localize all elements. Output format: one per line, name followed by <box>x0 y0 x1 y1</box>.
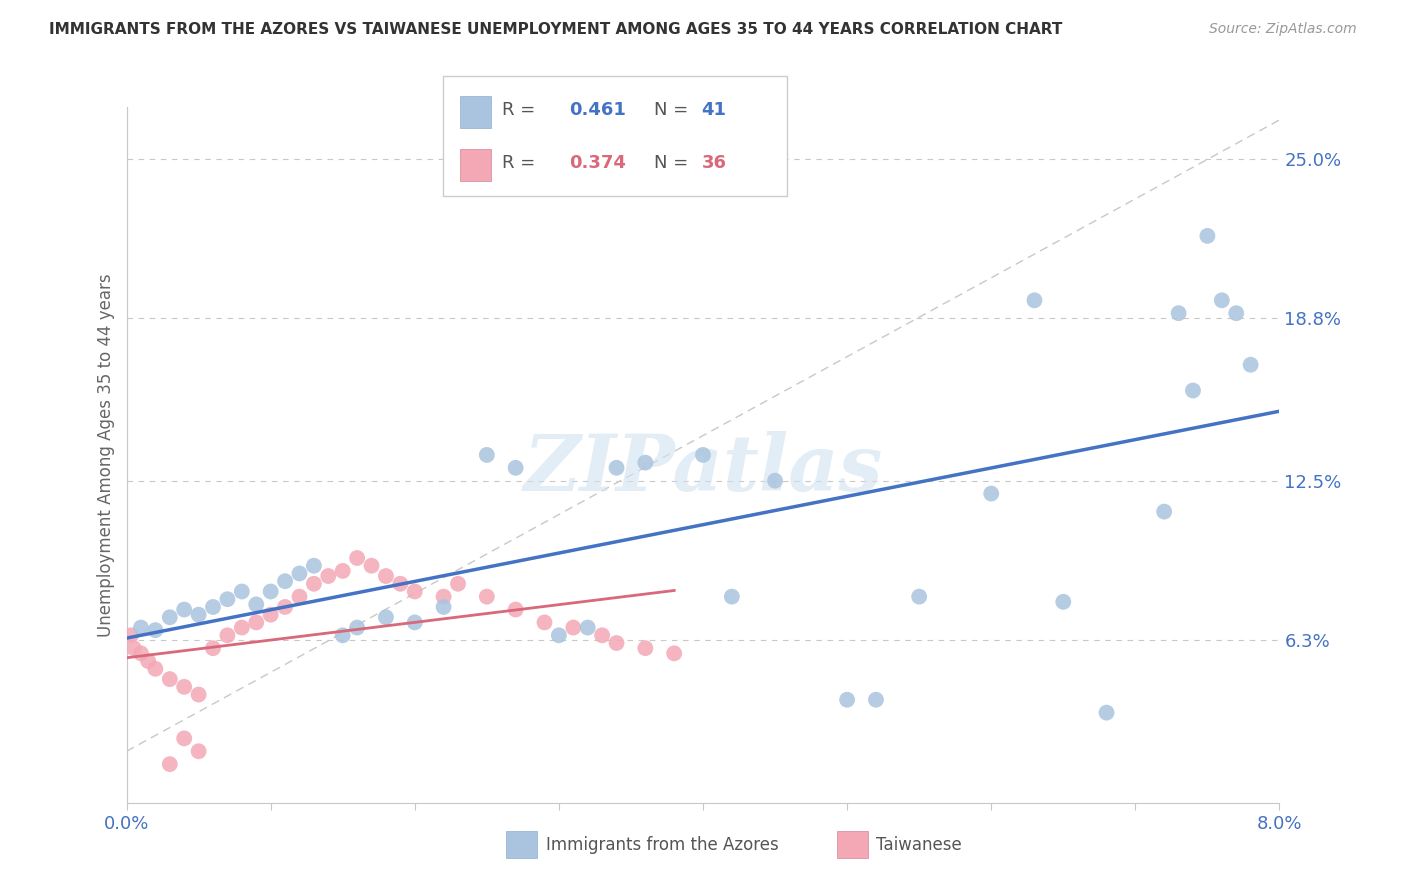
Point <box>505 602 527 616</box>
Point <box>136 654 159 668</box>
Point <box>433 590 456 604</box>
Text: N =: N = <box>654 153 693 171</box>
Point <box>606 460 628 475</box>
Point <box>634 641 657 656</box>
Point <box>980 486 1002 500</box>
Point <box>404 584 426 599</box>
FancyBboxPatch shape <box>460 96 491 128</box>
Point <box>1240 358 1263 372</box>
Point <box>274 574 297 589</box>
Point <box>245 598 267 612</box>
Point <box>173 731 195 746</box>
Point <box>346 551 368 566</box>
Text: Source: ZipAtlas.com: Source: ZipAtlas.com <box>1209 22 1357 37</box>
Point <box>533 615 555 630</box>
Point <box>259 584 281 599</box>
FancyBboxPatch shape <box>443 76 787 196</box>
Point <box>288 590 311 604</box>
Point <box>1167 306 1189 320</box>
Point <box>187 688 209 702</box>
FancyBboxPatch shape <box>837 831 868 858</box>
Point <box>475 590 498 604</box>
Point <box>245 615 267 630</box>
Point <box>231 621 253 635</box>
Point <box>173 680 195 694</box>
Point <box>865 692 887 706</box>
Point <box>217 628 239 642</box>
Point <box>1211 293 1233 308</box>
Text: R =: R = <box>502 101 541 119</box>
Point <box>664 646 686 660</box>
Point <box>835 692 858 706</box>
Point <box>120 628 142 642</box>
Point <box>908 590 931 604</box>
Point <box>1181 384 1204 398</box>
FancyBboxPatch shape <box>460 149 491 180</box>
Point <box>159 757 181 772</box>
Point <box>187 744 209 758</box>
Point <box>346 621 368 635</box>
Point <box>389 576 412 591</box>
Point <box>129 621 152 635</box>
Point <box>302 558 325 573</box>
Point <box>1024 293 1046 308</box>
Text: ZIPatlas: ZIPatlas <box>523 431 883 507</box>
Point <box>318 569 340 583</box>
Point <box>288 566 311 581</box>
Point <box>145 662 166 676</box>
Point <box>231 584 253 599</box>
Point <box>302 576 325 591</box>
Point <box>692 448 714 462</box>
Point <box>548 628 571 642</box>
Point <box>562 621 585 635</box>
Point <box>159 610 181 624</box>
Point <box>274 599 297 614</box>
Point <box>404 615 426 630</box>
Point <box>591 628 613 642</box>
Text: Taiwanese: Taiwanese <box>876 836 962 854</box>
Point <box>202 641 225 656</box>
Point <box>1052 595 1074 609</box>
Point <box>259 607 281 622</box>
Point <box>122 641 145 656</box>
Point <box>634 456 657 470</box>
Point <box>433 599 456 614</box>
Point <box>763 474 786 488</box>
Point <box>1225 306 1247 320</box>
Point <box>1197 228 1219 243</box>
Point <box>374 610 398 624</box>
Point <box>475 448 498 462</box>
Point <box>374 569 398 583</box>
Point <box>145 623 166 637</box>
Text: 0.461: 0.461 <box>569 101 626 119</box>
Point <box>332 628 354 642</box>
Point <box>159 672 181 686</box>
Point <box>606 636 628 650</box>
Point <box>217 592 239 607</box>
Text: N =: N = <box>654 101 693 119</box>
Point <box>360 558 382 573</box>
Point <box>187 607 209 622</box>
Text: 41: 41 <box>702 101 727 119</box>
Point <box>332 564 354 578</box>
Point <box>202 599 225 614</box>
Point <box>505 460 527 475</box>
Text: IMMIGRANTS FROM THE AZORES VS TAIWANESE UNEMPLOYMENT AMONG AGES 35 TO 44 YEARS C: IMMIGRANTS FROM THE AZORES VS TAIWANESE … <box>49 22 1063 37</box>
Text: 0.374: 0.374 <box>569 153 626 171</box>
Y-axis label: Unemployment Among Ages 35 to 44 years: Unemployment Among Ages 35 to 44 years <box>97 273 115 637</box>
Text: Immigrants from the Azores: Immigrants from the Azores <box>546 836 779 854</box>
Point <box>129 646 152 660</box>
Point <box>173 602 195 616</box>
Point <box>447 576 470 591</box>
FancyBboxPatch shape <box>506 831 537 858</box>
Point <box>720 590 742 604</box>
Point <box>576 621 599 635</box>
Point <box>1095 706 1118 720</box>
Text: 36: 36 <box>702 153 727 171</box>
Text: R =: R = <box>502 153 541 171</box>
Point <box>1153 505 1175 519</box>
